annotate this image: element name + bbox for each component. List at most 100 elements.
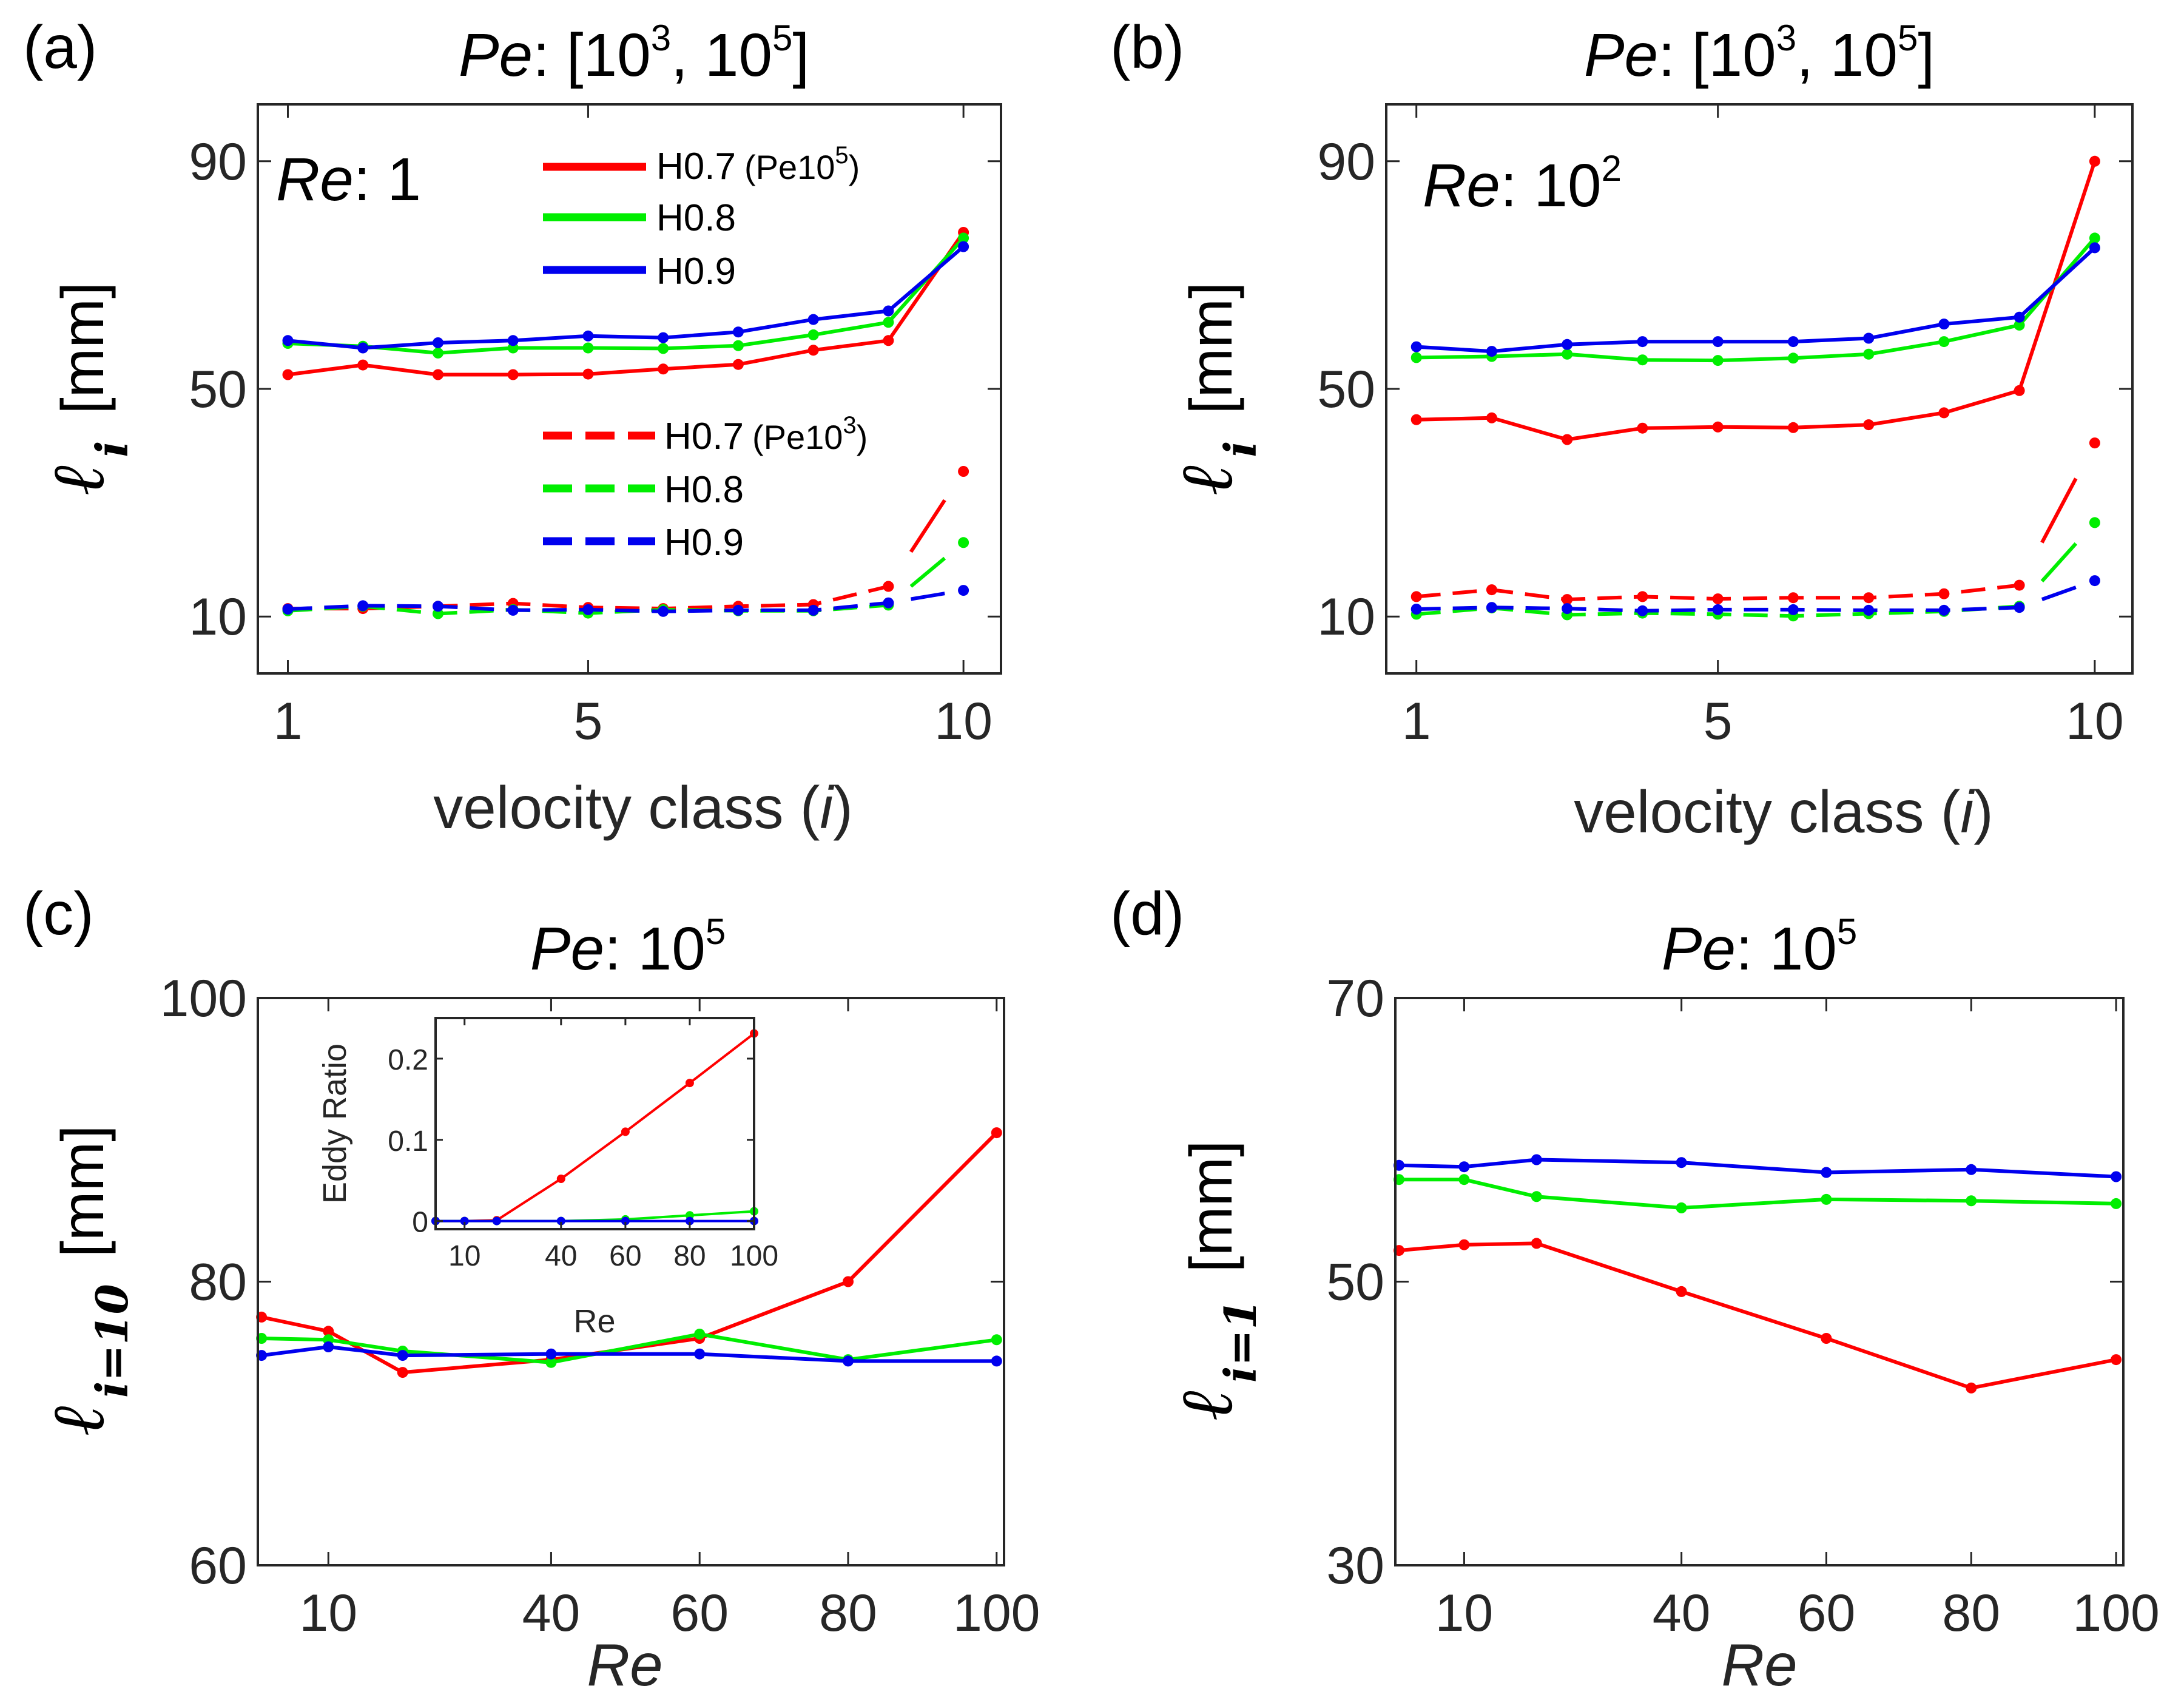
data-point: [1531, 1238, 1542, 1249]
data-point: [1410, 591, 1422, 602]
data-point: [1676, 1202, 1687, 1213]
panel-a-ylabel: ℓi[mm]: [35, 282, 138, 494]
y-tick-label: 90: [1317, 133, 1375, 191]
x-tick-label: 80: [673, 1240, 706, 1272]
data-point: [1966, 1195, 1977, 1207]
data-point: [658, 605, 669, 617]
data-point: [556, 1216, 565, 1226]
data-point: [1938, 407, 1950, 419]
data-point: [991, 1127, 1002, 1139]
x-tick-label: 100: [2072, 1584, 2160, 1642]
panel-c-xlabel: Re: [587, 1631, 662, 1686]
data-point: [357, 342, 369, 354]
data-point: [1863, 348, 1875, 360]
data-point: [1637, 605, 1648, 616]
data-point: [685, 1216, 694, 1226]
series-line-h08-dashed-tail: [2040, 542, 2078, 583]
x-tick-label: 60: [670, 1584, 729, 1642]
data-point: [883, 597, 894, 609]
data-point: [282, 604, 294, 615]
data-point: [658, 363, 669, 375]
data-point: [1787, 336, 1799, 348]
data-point: [685, 1079, 694, 1088]
data-point: [958, 537, 969, 548]
data-point: [843, 1355, 854, 1367]
data-point: [1966, 1382, 1977, 1394]
y-tick-label: 80: [189, 1253, 247, 1312]
axes-frame: [434, 1017, 755, 1230]
data-point: [2089, 242, 2100, 254]
panel-a-re-annotation: Re: 1: [276, 146, 421, 214]
data-point: [357, 359, 369, 371]
data-point: [958, 232, 969, 244]
series-line-h08: [1399, 1178, 2117, 1210]
data-point: [807, 329, 819, 340]
data-point: [1531, 1154, 1542, 1165]
data-point: [1562, 348, 1573, 360]
panel-d-title: Pe: 105: [1662, 911, 1858, 983]
data-point: [2111, 1171, 2122, 1182]
x-tick-label: 1: [274, 692, 303, 750]
legend-label-h09-dashed: H0.9: [664, 522, 744, 564]
data-point: [433, 337, 443, 348]
panel-b-title: Pe: [103, 105]: [1584, 18, 1935, 89]
data-point: [1863, 604, 1875, 616]
data-point: [397, 1367, 408, 1378]
data-point: [1562, 603, 1573, 615]
data-point: [556, 1175, 565, 1183]
x-tick-label: 40: [1653, 1584, 1711, 1642]
data-point: [807, 604, 819, 616]
data-point: [507, 369, 519, 380]
panel-a: (a) Pe: [103, 105] Re: 1 1 5 10 10 50 90 velo…: [23, 13, 1002, 841]
y-tick-label: 10: [189, 588, 247, 646]
x-tick-label: 100: [953, 1584, 1040, 1642]
data-point: [282, 369, 294, 380]
data-point: [2014, 311, 2025, 323]
x-tick-label: 5: [574, 692, 603, 750]
y-tick-label: 50: [189, 360, 247, 419]
panel-d: (d) Pe: 105 10 40 60 80 100 30 50 70 Re ℓi=1[mm…: [1110, 880, 2160, 1686]
series-line-h09-dashed-tail: [2041, 585, 2077, 601]
data-point: [2089, 155, 2100, 167]
series-line-h08: [1416, 237, 2097, 363]
data-point: [1863, 332, 1875, 344]
x-tick-label: 1: [1402, 692, 1431, 750]
data-point: [843, 1276, 854, 1287]
data-point: [1938, 588, 1950, 599]
panel-d-letter: (d): [1110, 880, 1184, 948]
data-point: [545, 1357, 557, 1368]
data-point: [732, 340, 744, 351]
y-tick-label: 30: [1326, 1537, 1384, 1595]
data-point: [991, 1355, 1002, 1367]
data-point: [2111, 1354, 2122, 1366]
x-tick-label: 10: [934, 692, 993, 750]
data-point: [883, 305, 894, 317]
data-point: [1410, 414, 1422, 425]
series-line-h09: [288, 245, 965, 350]
x-tick-label: 80: [1942, 1584, 2000, 1642]
y-tick-label: 0.2: [388, 1044, 428, 1076]
data-point: [2089, 575, 2100, 587]
data-point: [883, 335, 894, 346]
panel-d-ylabel: ℓi=1[mm]: [1164, 1141, 1266, 1420]
data-point: [1531, 1191, 1542, 1202]
data-point: [2014, 319, 2025, 331]
panel-b-axes: 1 5 10 10 50 90: [1317, 103, 2134, 750]
series-line-h07: [288, 231, 965, 377]
data-point: [1676, 1157, 1687, 1168]
data-point: [694, 1348, 706, 1360]
data-point: [433, 347, 443, 359]
series-line-h07: [1398, 1241, 2117, 1390]
data-point: [1863, 592, 1875, 604]
data-point: [582, 604, 594, 615]
y-tick-label: 60: [189, 1537, 247, 1595]
data-point: [1676, 1286, 1687, 1297]
data-point: [2089, 437, 2100, 449]
data-point: [545, 1348, 557, 1360]
data-point: [582, 368, 594, 380]
y-tick-label: 10: [1317, 588, 1375, 646]
data-point: [1637, 422, 1648, 434]
legend-label-h07-solid: H0.7 (Pe105): [656, 142, 860, 187]
